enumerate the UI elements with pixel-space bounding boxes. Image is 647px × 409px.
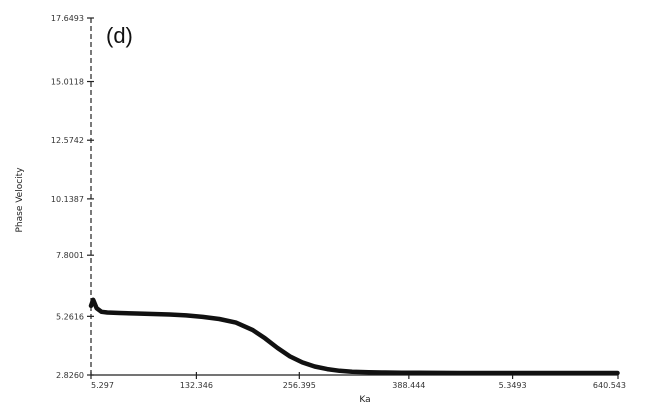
y-tick-label: 15.0118: [51, 78, 84, 87]
y-axis-label: Phase Velocity: [15, 167, 25, 233]
x-axis-ticks: 5.297 132.346 256.395 388.444 5.3493 640.543: [90, 372, 626, 390]
x-tick-label: 640.543: [593, 381, 626, 390]
x-axis-label: Ka: [359, 395, 370, 405]
x-tick-label: 388.444: [392, 381, 425, 390]
y-tick-label: 7.8001: [56, 251, 84, 260]
axes: [90, 18, 618, 376]
x-tick-label: 256.395: [283, 381, 316, 390]
x-tick-label: 132.346: [180, 381, 213, 390]
y-tick-label: 5.2616: [56, 312, 84, 321]
series-group: [88, 297, 620, 376]
panel-label: (d): [106, 23, 133, 48]
series-line: [88, 297, 620, 376]
x-tick-label: 5.297: [91, 381, 114, 390]
x-tick-label: 5.3493: [499, 381, 527, 390]
y-axis-ticks: 2.8260 5.2616 7.8001 10.1387 12.5742 15.0118 1…: [51, 14, 94, 380]
y-tick-label: 17.6493: [51, 14, 84, 23]
y-tick-label: 12.5742: [51, 136, 84, 145]
y-tick-label: 10.1387: [51, 195, 84, 204]
y-tick-label: 2.8260: [56, 371, 84, 380]
